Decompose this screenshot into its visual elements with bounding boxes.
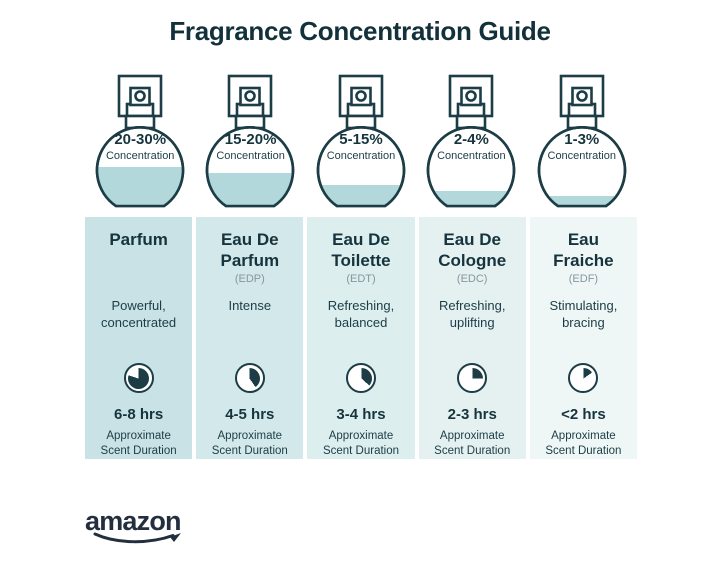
duration-clock <box>457 350 488 406</box>
duration-caption: Approximate Scent Duration <box>434 430 511 458</box>
bottles-row: 20-30% Concentration 15-20% Concentratio… <box>85 73 637 213</box>
column-eau-fraiche: Eau Fraiche (EDF) Stimulating, bracing <… <box>529 217 638 459</box>
fragrance-name: Parfum <box>109 230 168 249</box>
fragrance-abbr: (EDF) <box>568 272 599 285</box>
info-columns: Parfum Powerful, concentrated 6-8 hrs Ap… <box>85 217 638 459</box>
fragrance-name: Eau De Parfum <box>220 230 280 271</box>
infographic: 20-30% Concentration 15-20% Concentratio… <box>85 73 638 459</box>
bottle-annotation: 2-4% Concentration <box>416 131 526 164</box>
fragrance-description: Intense <box>228 297 272 313</box>
clock-icon <box>123 363 154 394</box>
fragrance-description: Stimulating, bracing <box>549 297 618 330</box>
amazon-logo: amazon <box>85 508 183 546</box>
fragrance-name: Eau De Cologne <box>438 230 507 271</box>
duration-caption: Approximate Scent Duration <box>100 430 177 458</box>
concentration-label: Concentration <box>547 149 617 162</box>
duration-clock <box>568 350 599 406</box>
concentration-percent: 20-30% <box>114 131 167 148</box>
fragrance-name: Eau Fraiche <box>553 230 614 271</box>
bottle-eau-de-cologne: 2-4% Concentration <box>416 73 526 213</box>
concentration-label: Concentration <box>326 149 396 162</box>
column-eau-de-parfum: Eau De Parfum (EDP) Intense 4-5 hrs Appr… <box>196 217 304 459</box>
fragrance-description: Refreshing, balanced <box>327 297 395 330</box>
clock-icon <box>346 363 376 394</box>
concentration-percent: 2-4% <box>453 131 489 148</box>
clock-icon <box>457 363 488 394</box>
bottle-annotation: 1-3% Concentration <box>527 131 637 164</box>
fragrance-description: Refreshing, uplifting <box>438 297 506 330</box>
fragrance-abbr: (EDP) <box>234 272 265 285</box>
concentration-label: Concentration <box>105 149 175 162</box>
duration-value: 6-8 hrs <box>114 406 164 424</box>
bottle-eau-de-toilette: 5-15% Concentration <box>306 73 416 213</box>
perfume-bottle-icon <box>426 74 516 208</box>
column-eau-de-cologne: Eau De Cologne (EDC) Refreshing, uplifti… <box>418 217 526 459</box>
column-eau-de-toilette: Eau De Toilette (EDT) Refreshing, balanc… <box>307 217 415 459</box>
duration-value: 4-5 hrs <box>225 406 275 424</box>
duration-caption: Approximate Scent Duration <box>211 430 288 458</box>
perfume-bottle-icon <box>95 74 185 208</box>
perfume-bottle-icon <box>316 74 406 208</box>
clock-icon <box>234 363 265 394</box>
amazon-logo-text: amazon <box>85 506 182 536</box>
duration-caption: Approximate Scent Duration <box>322 430 400 458</box>
concentration-percent: 15-20% <box>224 131 277 148</box>
bottle-eau-de-parfum: 15-20% Concentration <box>195 73 305 213</box>
bottle-parfum: 20-30% Concentration <box>85 73 195 213</box>
concentration-label: Concentration <box>437 149 506 162</box>
bottle-annotation: 15-20% Concentration <box>195 131 305 164</box>
concentration-label: Concentration <box>216 149 285 162</box>
clock-icon <box>568 363 599 394</box>
perfume-bottle-icon <box>537 74 626 208</box>
page-title: Fragrance Concentration Guide <box>169 16 551 46</box>
fragrance-description: Powerful, concentrated <box>101 297 177 330</box>
duration-clock <box>346 350 376 406</box>
duration-value: 2-3 hrs <box>447 406 497 424</box>
duration-value: 3-4 hrs <box>336 406 386 424</box>
bottle-annotation: 20-30% Concentration <box>85 131 195 164</box>
fragrance-name: Eau De Toilette <box>331 230 391 271</box>
duration-value: <2 hrs <box>561 406 606 424</box>
perfume-bottle-icon <box>206 74 295 208</box>
amazon-smile-icon <box>93 532 181 544</box>
bottle-annotation: 5-15% Concentration <box>306 131 416 164</box>
fragrance-abbr: (EDT) <box>346 272 376 285</box>
duration-caption: Approximate Scent Duration <box>545 430 622 458</box>
concentration-percent: 5-15% <box>339 131 383 148</box>
duration-clock <box>123 350 154 406</box>
concentration-percent: 1-3% <box>564 131 600 148</box>
bottle-eau-fraiche: 1-3% Concentration <box>527 73 637 213</box>
fragrance-abbr: (EDC) <box>456 272 488 285</box>
column-parfum: Parfum Powerful, concentrated 6-8 hrs Ap… <box>85 217 193 459</box>
duration-clock <box>234 350 265 406</box>
